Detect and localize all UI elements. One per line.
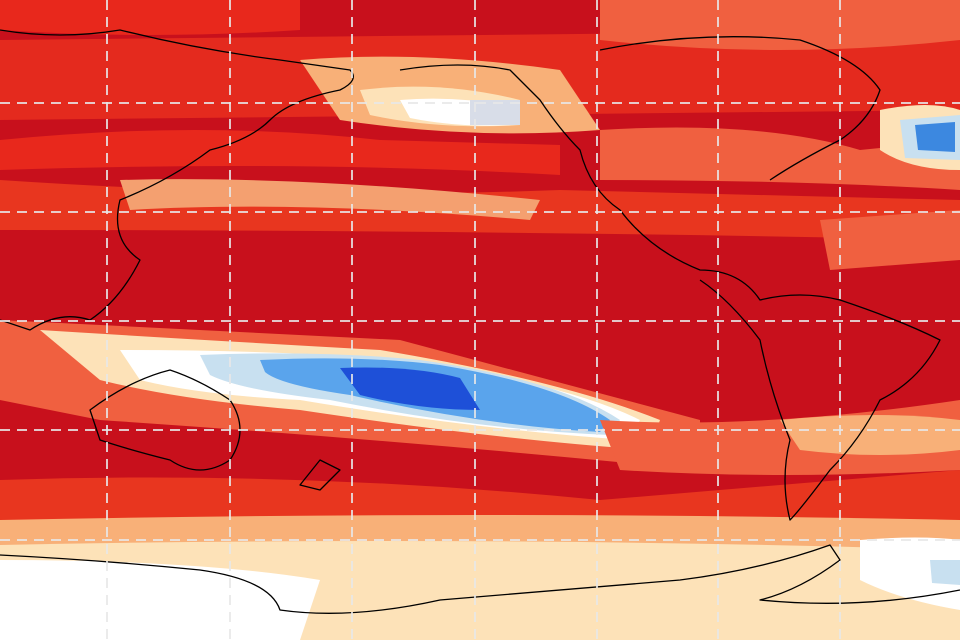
field-patch: [470, 100, 520, 125]
field-patch: [340, 367, 480, 410]
coastlines: [0, 29, 960, 614]
field-patch: [820, 210, 960, 270]
field-patch: [0, 560, 320, 640]
coastline: [0, 544, 960, 614]
field-patch: [600, 127, 960, 190]
field-patch: [780, 415, 960, 455]
field-patch: [915, 122, 955, 152]
field-patch: [0, 0, 300, 35]
field-patch: [860, 537, 960, 610]
coastline: [399, 64, 941, 521]
coastline: [299, 459, 341, 491]
field-patch: [600, 0, 960, 50]
field-patch: [0, 130, 560, 175]
field-patch: [120, 179, 540, 220]
coastline: [0, 29, 354, 331]
coastline: [599, 36, 881, 181]
field-patch: [930, 560, 960, 585]
